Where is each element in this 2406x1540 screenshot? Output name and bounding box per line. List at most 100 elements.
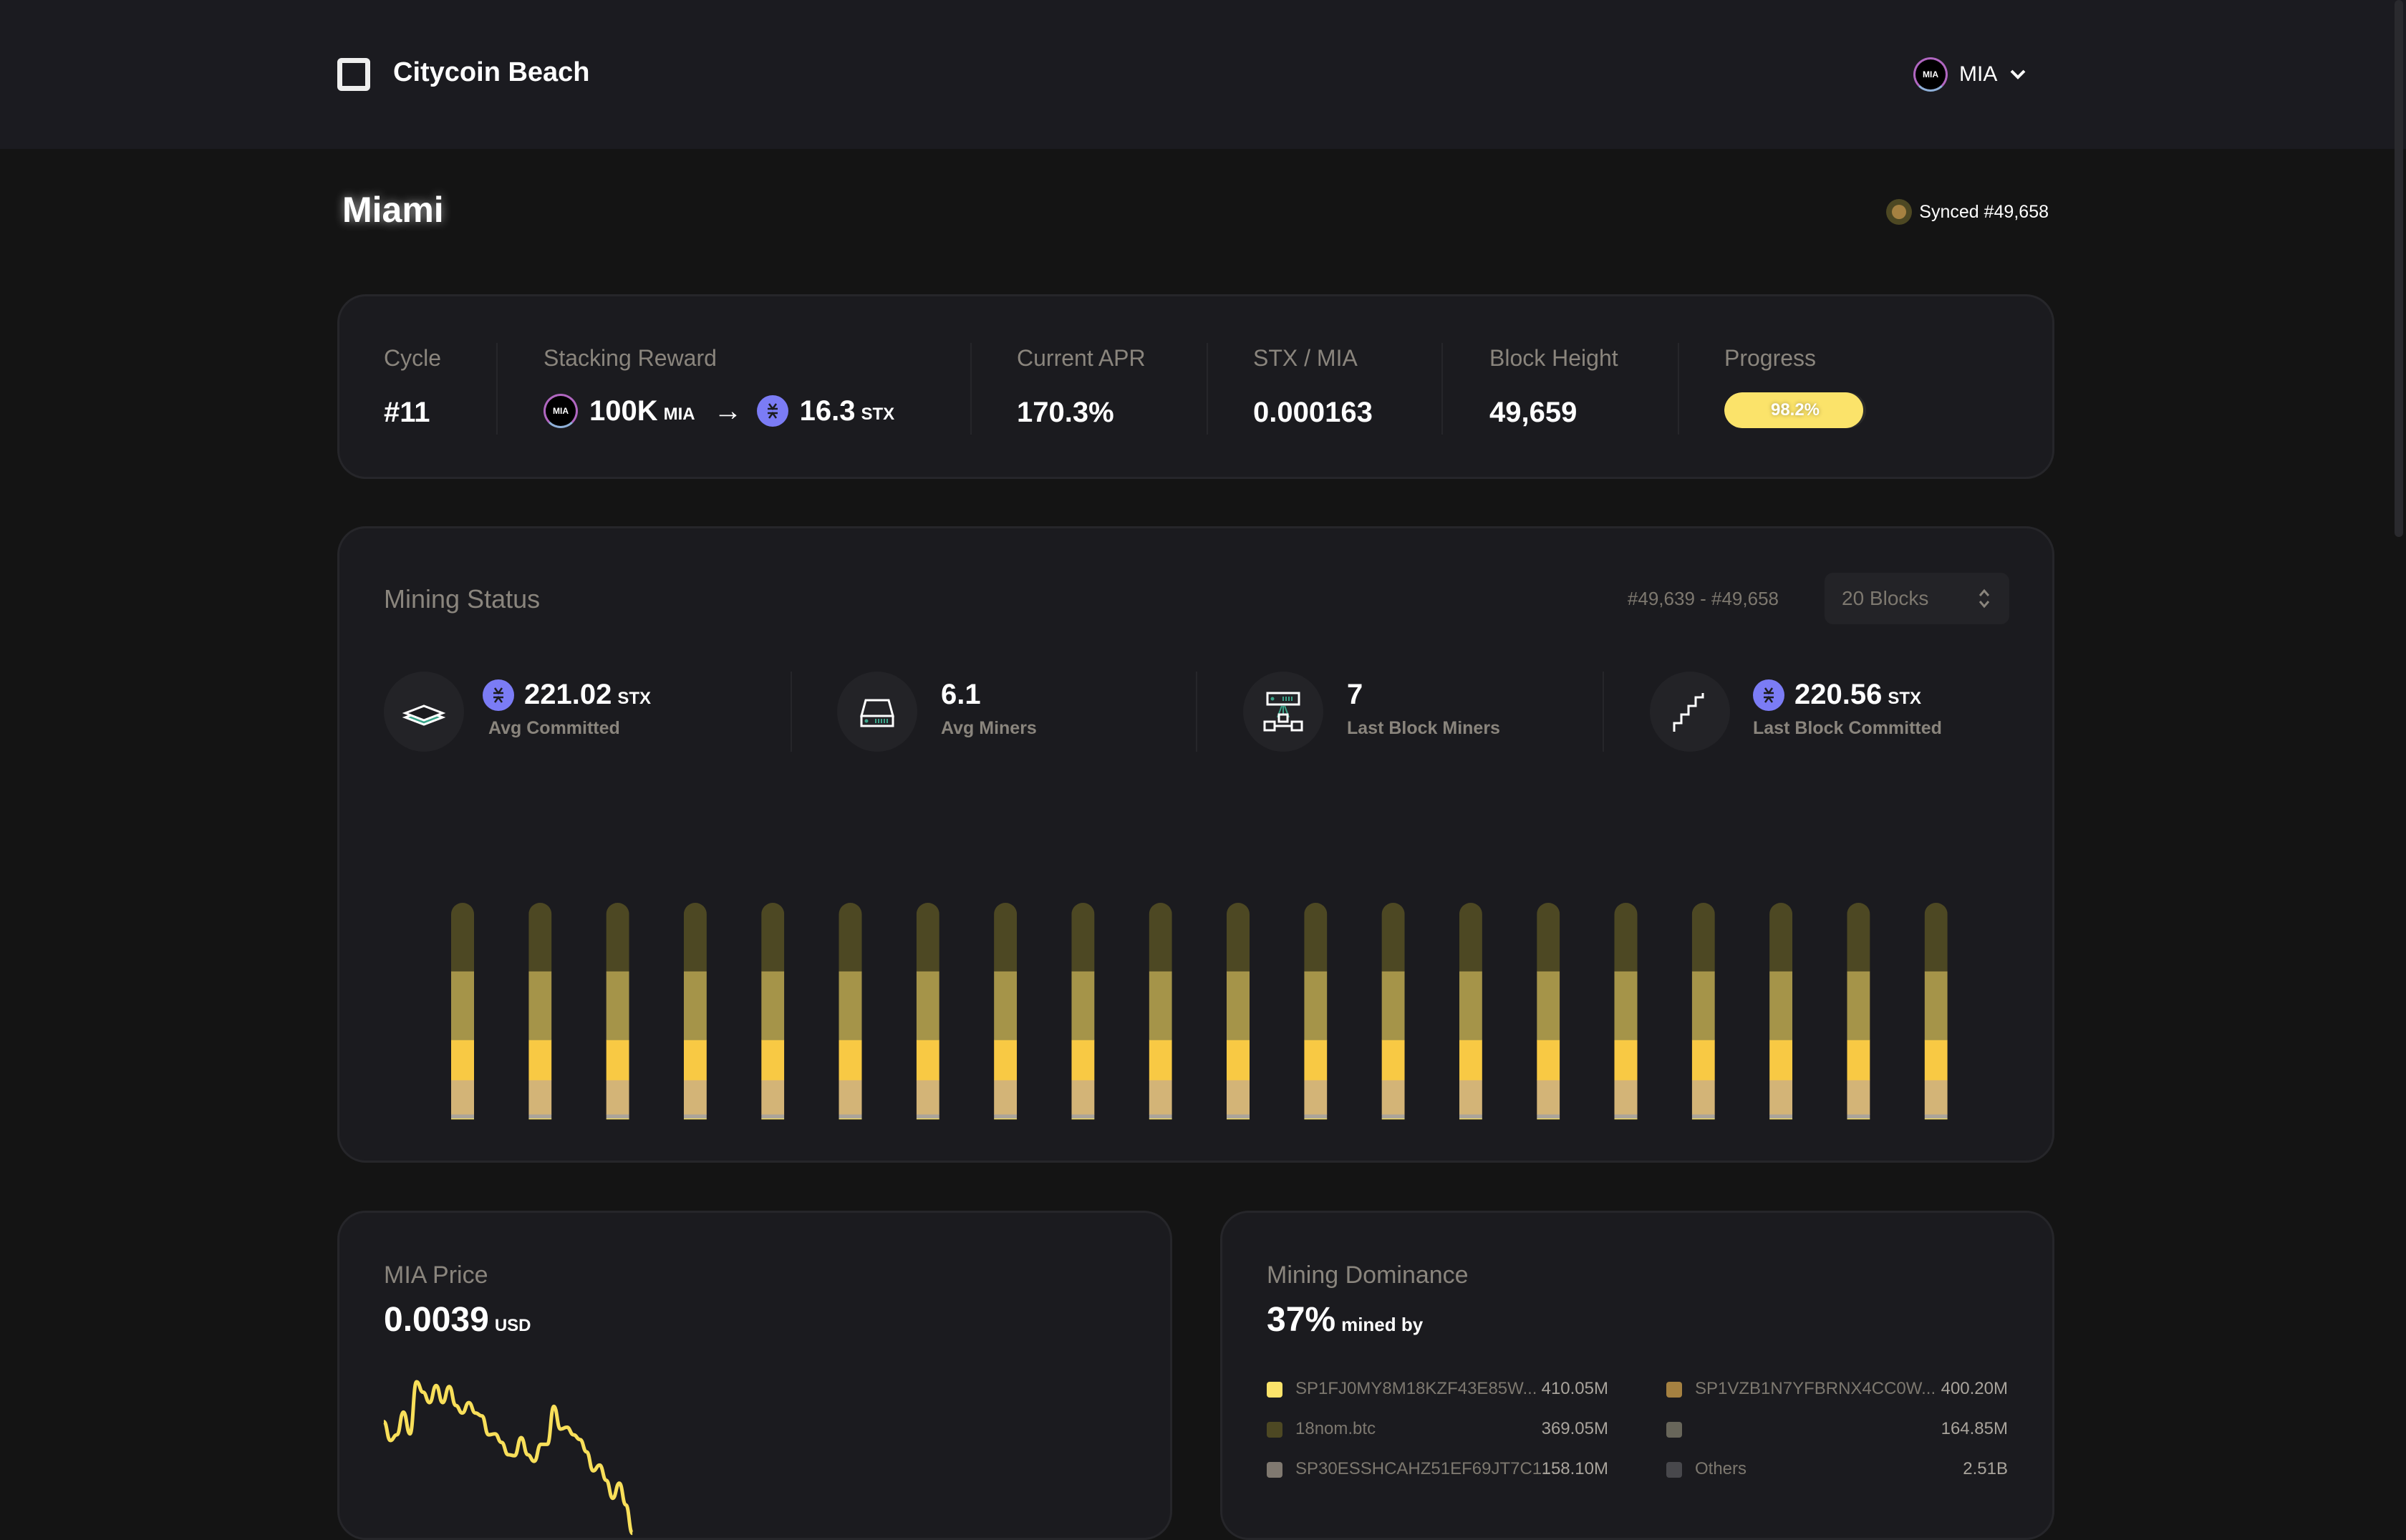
bar-segment xyxy=(916,1040,939,1080)
legend-value: 2.51B xyxy=(1963,1459,2008,1478)
stx-coin-icon xyxy=(1753,679,1784,711)
bar-segment xyxy=(1537,971,1560,1040)
mia-coin-icon: MIA xyxy=(543,394,578,428)
bar-block-49646[interactable] xyxy=(994,903,1018,1120)
bar-segment xyxy=(1459,903,1482,972)
bar-segment xyxy=(1071,903,1095,972)
bar-block-49654[interactable] xyxy=(1614,903,1638,1120)
city-selector[interactable]: MIA MIA xyxy=(1913,56,2027,93)
bar-block-49648[interactable] xyxy=(1149,903,1172,1120)
bar-segment xyxy=(1847,1040,1870,1080)
bar-block-49651[interactable] xyxy=(1381,903,1405,1120)
bar-block-49652[interactable] xyxy=(1459,903,1482,1120)
bar-segment xyxy=(1769,1118,1793,1120)
bar-block-49641[interactable] xyxy=(606,903,629,1120)
bar-segment xyxy=(1071,1040,1095,1080)
bar-segment xyxy=(994,1080,1018,1115)
bar-segment xyxy=(451,1040,474,1080)
legend-value: 369.05M xyxy=(1541,1419,1608,1438)
bar-segment xyxy=(1847,1080,1870,1115)
cycle-label: Cycle xyxy=(384,345,442,371)
avg-miners-value: 6.1 xyxy=(941,679,981,710)
bar-block-49645[interactable] xyxy=(916,903,939,1120)
logo-icon[interactable] xyxy=(337,58,370,91)
bar-segment xyxy=(994,1040,1018,1080)
mia-coin-icon: MIA xyxy=(1913,57,1948,92)
bar-segment xyxy=(1381,1118,1405,1120)
bar-segment xyxy=(683,1114,707,1119)
bar-segment xyxy=(1459,1118,1482,1120)
stacking-reward-label: Stacking Reward xyxy=(543,345,717,371)
bar-block-49647[interactable] xyxy=(1071,903,1095,1120)
bar-segment xyxy=(1149,903,1172,972)
bar-segment xyxy=(1691,1040,1715,1080)
bar-block-49640[interactable] xyxy=(528,903,552,1120)
sync-status-text: Synced #49,658 xyxy=(1919,201,2049,222)
bar-segment xyxy=(1924,903,1948,972)
dominance-title: Mining Dominance xyxy=(1267,1261,1469,1289)
bar-block-49650[interactable] xyxy=(1304,903,1328,1120)
stx-coin-icon xyxy=(483,679,514,711)
bar-segment xyxy=(1381,1114,1405,1119)
legend-swatch xyxy=(1267,1382,1282,1398)
bar-block-49653[interactable] xyxy=(1537,903,1560,1120)
bar-segment xyxy=(1227,1040,1250,1080)
bar-segment xyxy=(606,903,629,972)
legend-value: 410.05M xyxy=(1541,1379,1608,1398)
bar-block-49643[interactable] xyxy=(761,903,785,1120)
stacking-reward-value: MIA 100K MIA → 16.3 STX xyxy=(543,394,894,428)
brand-name[interactable]: Citycoin Beach xyxy=(393,57,590,87)
legend-swatch xyxy=(1666,1382,1682,1398)
bar-segment xyxy=(1691,1114,1715,1119)
bar-segment xyxy=(1381,971,1405,1040)
bar-segment xyxy=(1847,1118,1870,1120)
bar-segment xyxy=(1149,1080,1172,1115)
mining-status-title: Mining Status xyxy=(384,584,541,614)
stx-mia-value: 0.000163 xyxy=(1253,397,1373,428)
bar-block-49639[interactable] xyxy=(451,903,474,1120)
bar-segment xyxy=(1769,1040,1793,1080)
bar-segment xyxy=(1149,971,1172,1040)
bar-segment xyxy=(761,903,785,972)
bar-segment xyxy=(839,1080,862,1115)
bar-block-49656[interactable] xyxy=(1769,903,1793,1120)
bar-segment xyxy=(916,1080,939,1115)
bar-segment xyxy=(994,903,1018,972)
bar-segment xyxy=(683,1080,707,1115)
bar-segment xyxy=(761,1114,785,1119)
bar-segment xyxy=(683,903,707,972)
legend-name: SP30ESSHCAHZ51EF69JT7C1... xyxy=(1295,1459,1557,1478)
bar-segment xyxy=(839,1040,862,1080)
server-icon xyxy=(837,672,917,752)
bar-segment xyxy=(839,1114,862,1119)
bar-segment xyxy=(1847,971,1870,1040)
bar-block-49649[interactable] xyxy=(1227,903,1250,1120)
mining-bar-chart xyxy=(451,903,1948,1120)
bar-segment xyxy=(916,1114,939,1119)
chevron-updown-icon xyxy=(1979,589,1990,609)
bar-block-49655[interactable] xyxy=(1691,903,1715,1120)
bar-segment xyxy=(606,1118,629,1120)
avg-miners-label: Avg Miners xyxy=(941,718,1037,738)
bar-segment xyxy=(1769,971,1793,1040)
bar-block-49658[interactable] xyxy=(1924,903,1948,1120)
bar-segment xyxy=(1227,971,1250,1040)
bar-block-49657[interactable] xyxy=(1847,903,1870,1120)
bar-segment xyxy=(1537,1080,1560,1115)
bar-segment xyxy=(839,903,862,972)
bar-segment xyxy=(1924,1114,1948,1119)
blocks-select[interactable]: 20 Blocks xyxy=(1825,573,2009,624)
bar-block-49642[interactable] xyxy=(683,903,707,1120)
top-nav: Citycoin Beach MIA MIA xyxy=(0,0,2406,149)
bar-segment xyxy=(1691,1118,1715,1120)
avg-committed-label: Avg Committed xyxy=(488,718,620,738)
last-block-miners-label: Last Block Miners xyxy=(1347,718,1500,738)
scrollbar[interactable] xyxy=(2395,0,2403,537)
bar-block-49644[interactable] xyxy=(839,903,862,1120)
bar-segment xyxy=(1537,1118,1560,1120)
bar-segment xyxy=(606,1040,629,1080)
bar-segment xyxy=(1924,1118,1948,1120)
bar-segment xyxy=(528,1118,552,1120)
bar-segment xyxy=(1614,1040,1638,1080)
bar-segment xyxy=(1924,1040,1948,1080)
